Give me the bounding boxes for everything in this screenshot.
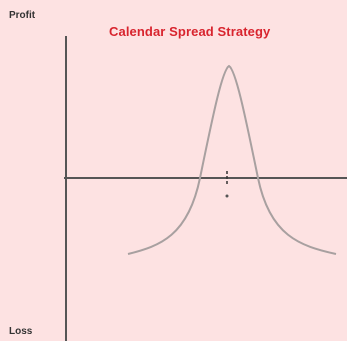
profit-label: Profit [9, 10, 36, 21]
diagram-title: Calendar Spread Strategy [109, 24, 271, 39]
strike-dot [225, 194, 229, 198]
loss-label: Loss [9, 326, 33, 337]
payoff-curve [127, 64, 337, 255]
